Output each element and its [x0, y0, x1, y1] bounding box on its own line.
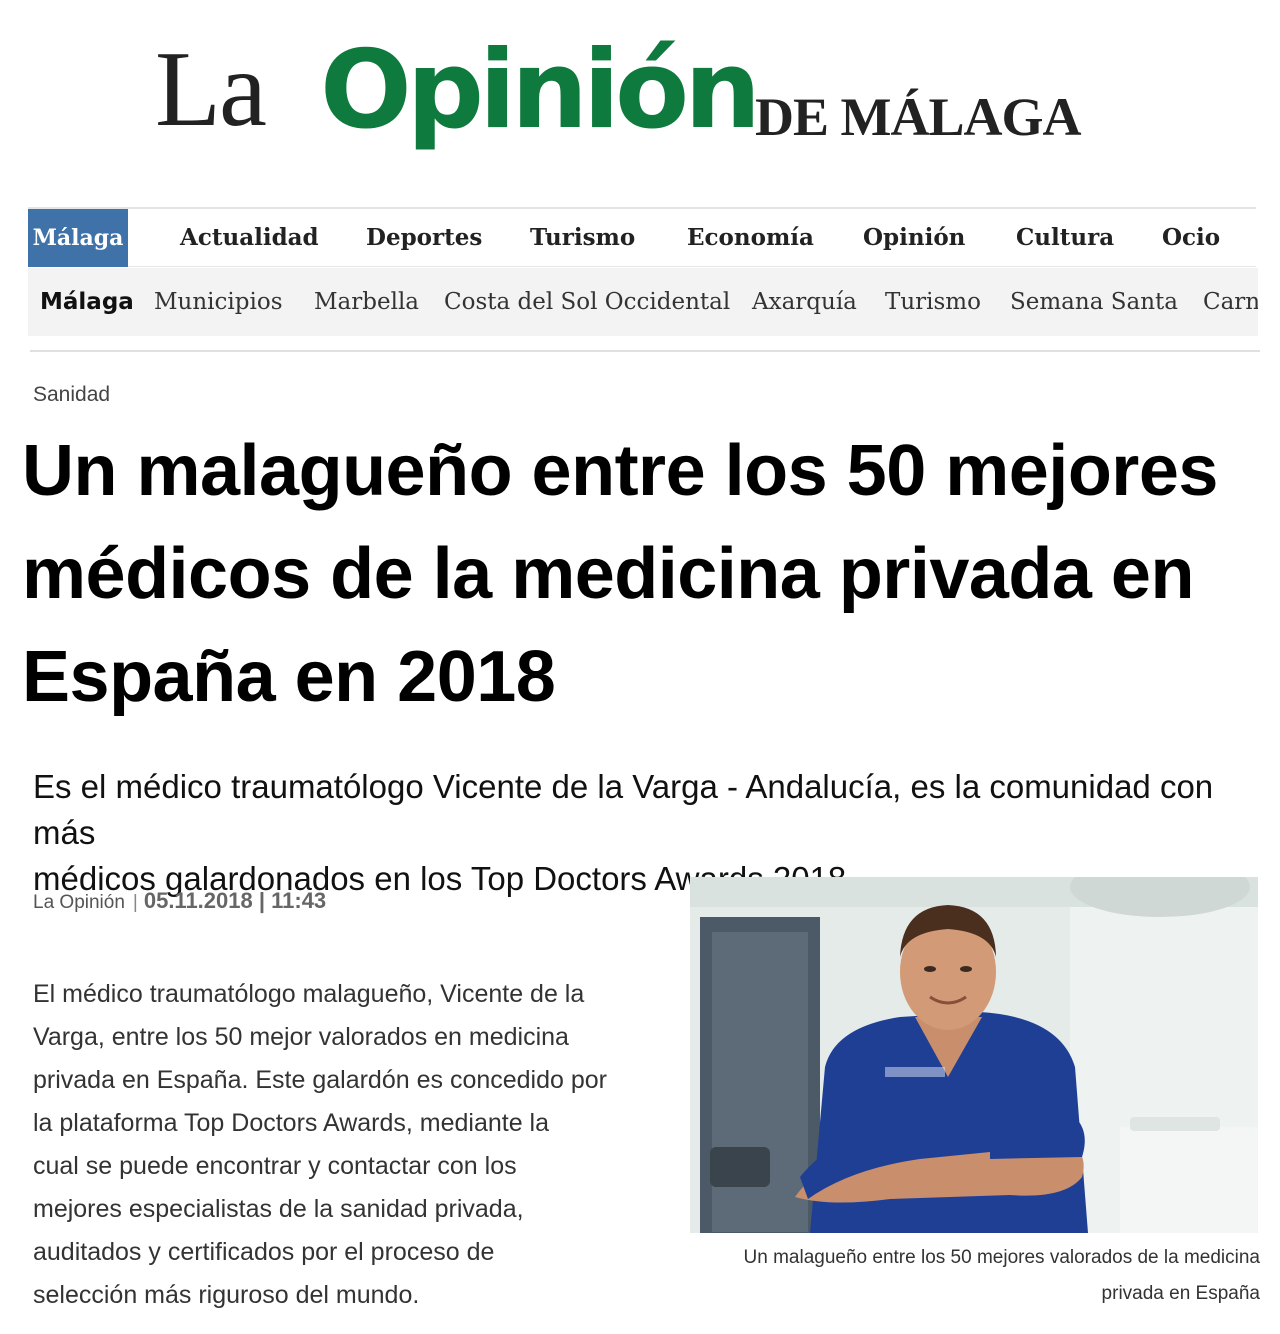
byline-datetime: 05.11.2018 | 11:43 — [143, 888, 327, 913]
headline-line: España en 2018 — [22, 637, 556, 717]
nav-primary-deportes[interactable]: Deportes — [366, 224, 483, 251]
byline-source: La Opinión — [33, 892, 125, 913]
nav-secondary-carnaval[interactable]: Carn — [1203, 289, 1258, 315]
article-body: El médico traumatólogo malagueño, Vicent… — [33, 973, 663, 1317]
secondary-nav: Málaga Municipios Marbella Costa del Sol… — [28, 268, 1258, 336]
body-line: Varga, entre los 50 mejor valorados en m… — [33, 1023, 569, 1051]
subtitle-line: Es el médico traumatólogo Vicente de la … — [33, 768, 1214, 851]
logo-opinion: Opinión — [320, 28, 761, 153]
nav-primary-cultura[interactable]: Cultura — [1016, 224, 1115, 251]
logo-la: La — [155, 30, 267, 149]
nav-secondary-malaga[interactable]: Málaga — [40, 289, 134, 315]
nav-primary-malaga[interactable]: Málaga — [28, 209, 128, 267]
section-label[interactable]: Sanidad — [33, 383, 111, 406]
body-line: mejores especialistas de la sanidad priv… — [33, 1195, 524, 1223]
body-line: auditados y certificados por el proceso … — [33, 1238, 495, 1266]
nav-secondary-axarquia[interactable]: Axarquía — [752, 289, 857, 315]
logo-de-malaga: DE MÁLAGA — [755, 87, 1081, 147]
photo-caption: Un malagueño entre los 50 mejores valora… — [690, 1240, 1260, 1312]
primary-nav: Málaga Actualidad Deportes Turismo Econo… — [28, 207, 1256, 267]
nav-primary-economia[interactable]: Economía — [687, 224, 814, 251]
nav-primary-opinion[interactable]: Opinión — [863, 224, 966, 251]
nav-secondary-marbella[interactable]: Marbella — [314, 289, 420, 315]
byline-separator: | — [132, 892, 138, 913]
headline-line: Un malagueño entre los 50 mejores — [22, 431, 1218, 511]
body-line: la plataforma Top Doctors Awards, median… — [33, 1109, 550, 1137]
nav-secondary-municipios[interactable]: Municipios — [154, 289, 283, 315]
body-line: El médico traumatólogo malagueño, Vicent… — [33, 980, 585, 1008]
nav-primary-ocio[interactable]: Ocio — [1162, 224, 1221, 251]
nav-primary-actualidad[interactable]: Actualidad — [180, 224, 319, 251]
article-byline: La Opinión | 05.11.2018 | 11:43 — [33, 888, 326, 914]
nav-primary-turismo[interactable]: Turismo — [530, 224, 636, 251]
headline-line: médicos de la medicina privada en — [22, 534, 1194, 614]
body-line: privada en España. Este galardón es conc… — [33, 1066, 607, 1094]
article-photo[interactable] — [690, 877, 1258, 1233]
body-line: selección más riguroso del mundo. — [33, 1281, 420, 1309]
nav-secondary-semana-santa[interactable]: Semana Santa — [1010, 289, 1178, 315]
nav-divider — [30, 350, 1260, 352]
caption-line: Un malagueño entre los 50 mejores valora… — [743, 1247, 1260, 1268]
doctor-photo-illustration — [690, 877, 1258, 1233]
caption-line: privada en España — [1101, 1283, 1260, 1304]
nav-secondary-costa-del-sol[interactable]: Costa del Sol Occidental — [444, 289, 731, 315]
body-line: cual se puede encontrar y contactar con … — [33, 1152, 517, 1180]
nav-secondary-turismo[interactable]: Turismo — [885, 289, 981, 315]
article-headline: Un malagueño entre los 50 mejores médico… — [22, 420, 1262, 729]
